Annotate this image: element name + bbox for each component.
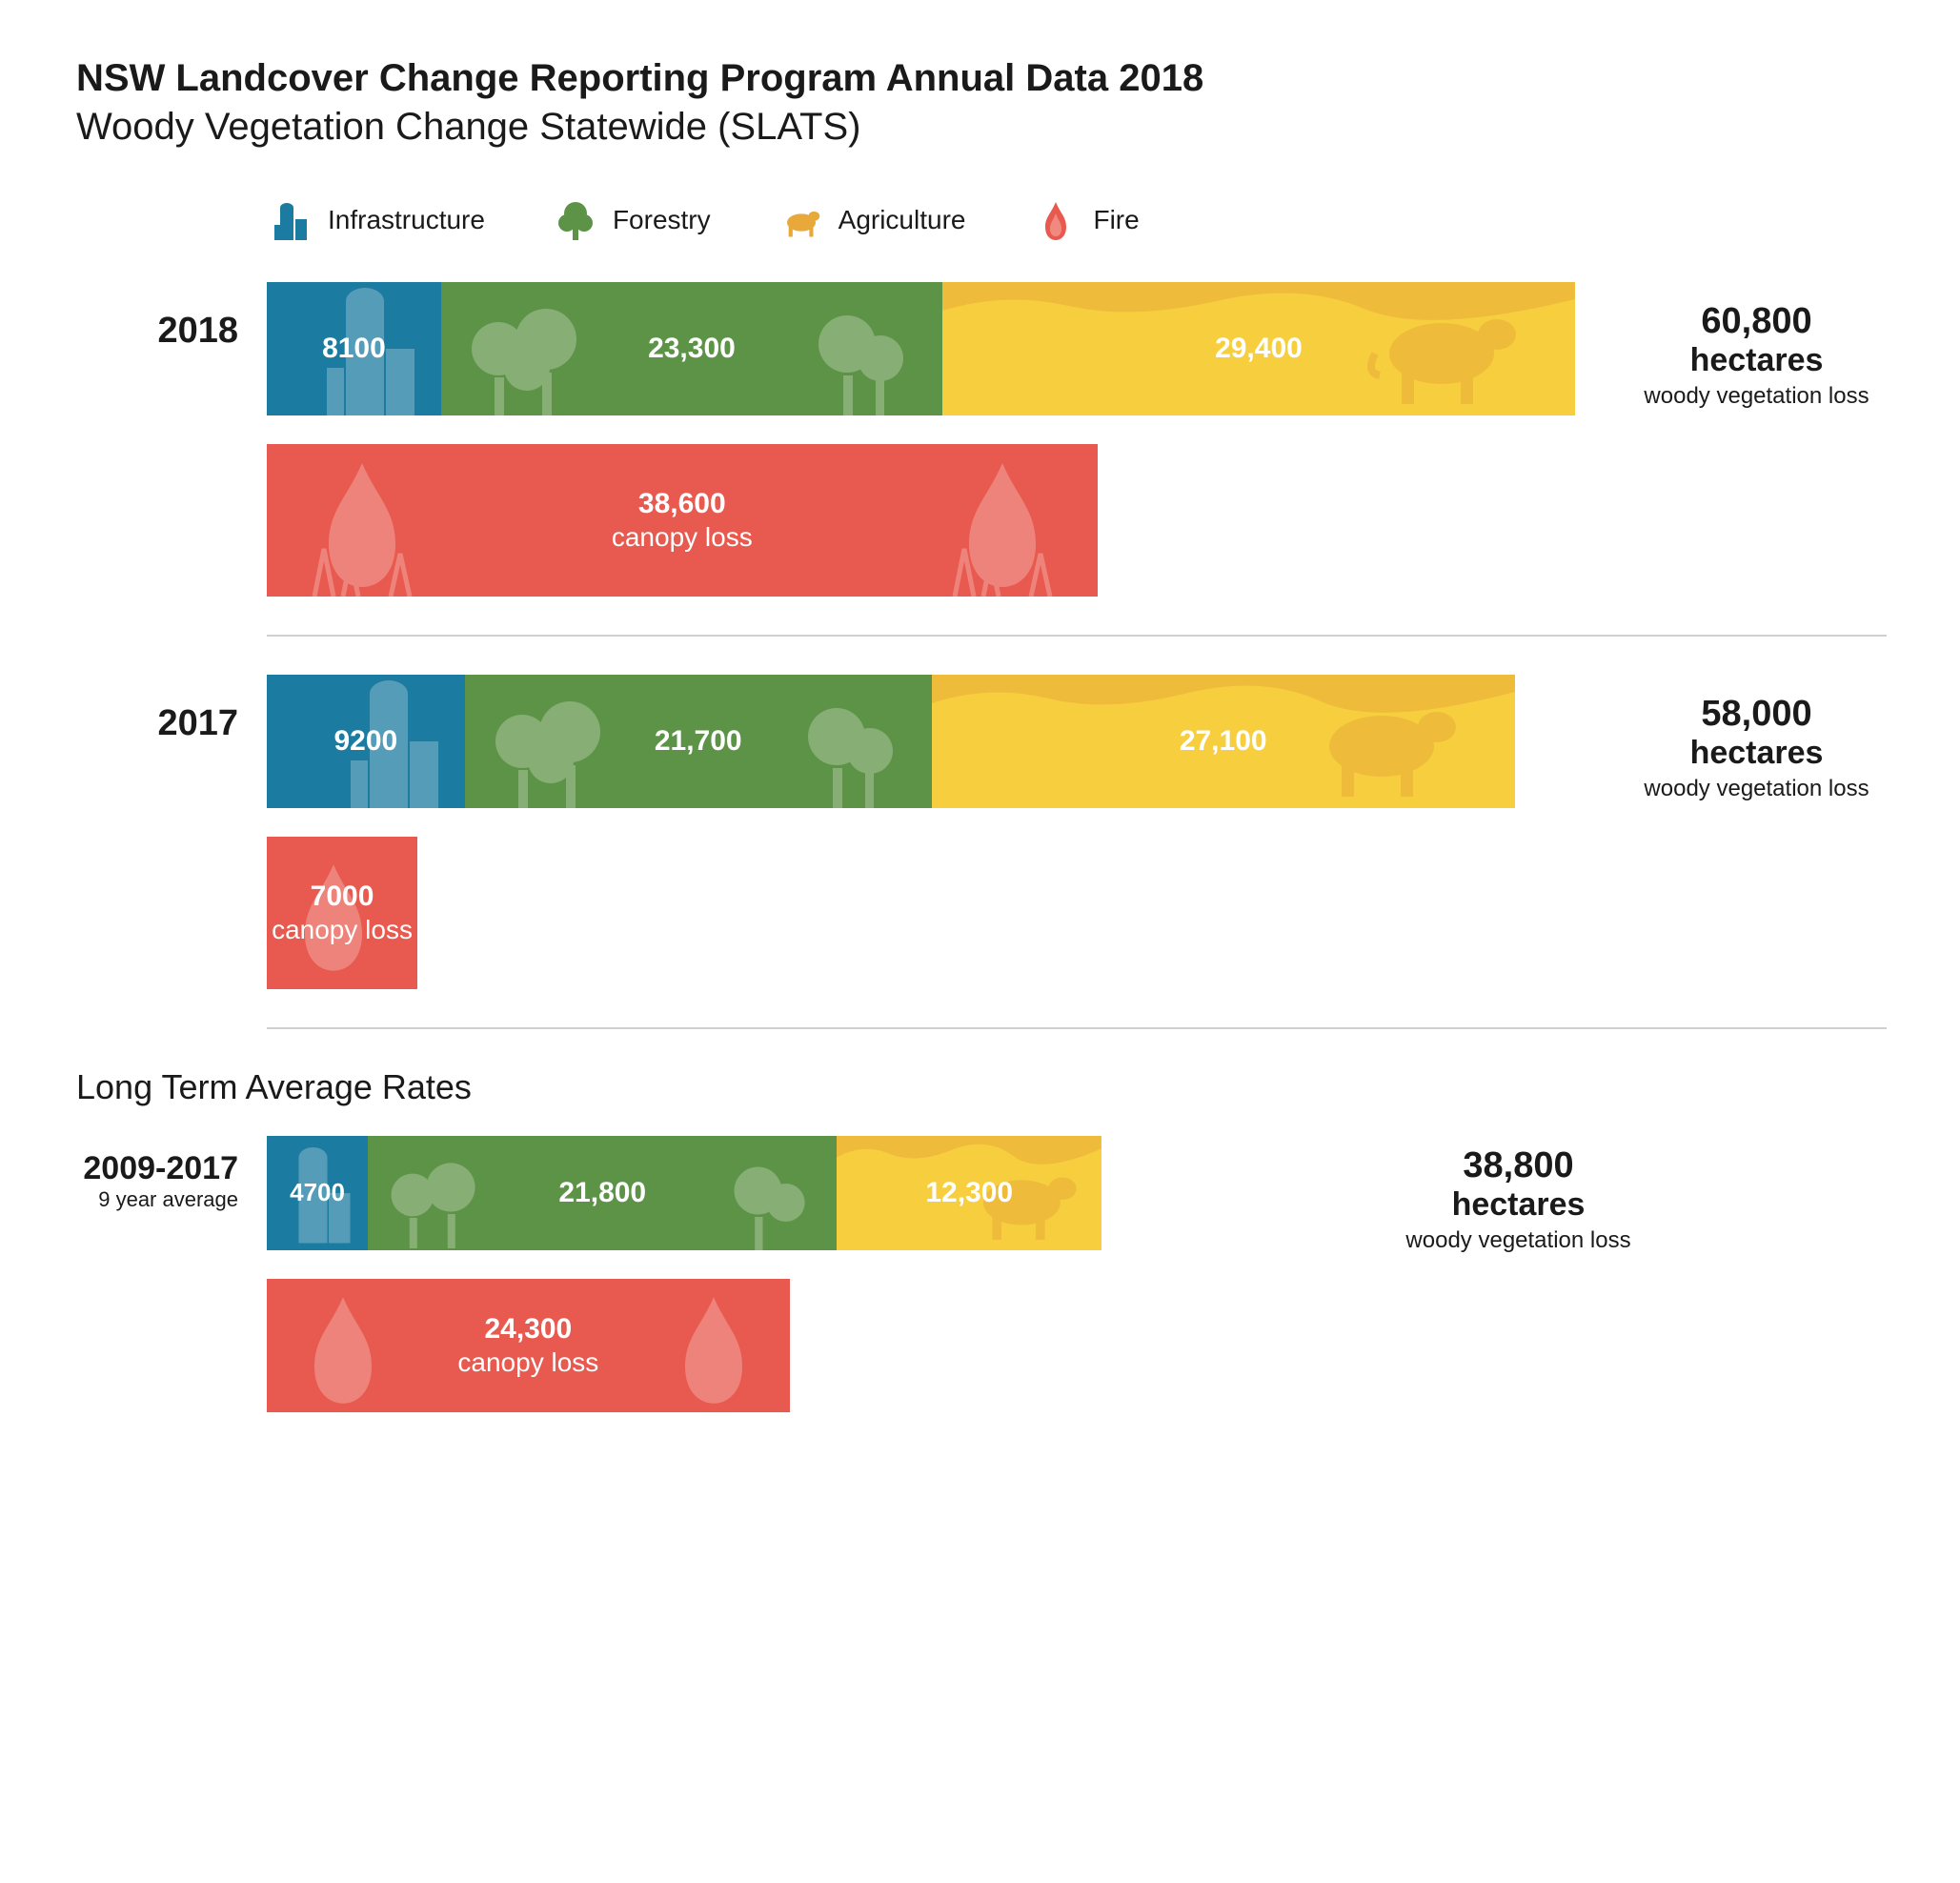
tree-icon [552,196,599,244]
total-2018-desc: woody vegetation loss [1629,383,1884,410]
row-2018: 2018 8100 23,300 [76,282,1884,597]
year-label-2017: 2017 [76,675,267,744]
row-2017: 2017 9200 21,700 [76,675,1884,989]
seg-2017-infra: 9200 [267,675,465,808]
year-2018: 2018 [76,311,238,352]
legend-forestry: Forestry [552,196,711,244]
total-avg-unit: hectares [1153,1186,1884,1224]
seg-2017-fire: 7000 canopy loss [267,837,417,989]
total-2018-unit: hectares [1629,342,1884,379]
bar-2018-fire: 38,600 canopy loss [267,444,1601,597]
bar-avg-main: 4700 21,800 12,300 [267,1136,1124,1250]
seg-2017-forestry: 21,700 [465,675,932,808]
seg-avg-infra-label: 4700 [290,1178,345,1207]
bar-2017-main: 9200 21,700 27,100 [267,675,1601,808]
seg-2017-agri-label: 27,100 [1180,724,1267,759]
seg-2017-agri: 27,100 [932,675,1515,808]
total-avg-desc: woody vegetation loss [1153,1227,1884,1254]
bar-2018-main: 8100 23,300 29,400 [267,282,1601,415]
legend-forestry-label: Forestry [613,205,711,235]
legend-agriculture-label: Agriculture [839,205,966,235]
legend-fire: Fire [1032,196,1139,244]
total-2017: 58,000 hectares woody vegetation loss [1601,675,1884,802]
title-main: NSW Landcover Change Reporting Program A… [76,57,1884,100]
seg-2018-fire-label: 38,600 canopy loss [612,487,753,554]
legend-infrastructure: Infrastructure [267,196,485,244]
legend: Infrastructure Forestry Agriculture [267,196,1884,244]
year-2017: 2017 [76,703,238,744]
legend-agriculture: Agriculture [778,196,966,244]
year-label-2018: 2018 [76,282,267,352]
total-2017-unit: hectares [1629,735,1884,772]
seg-2018-infra-label: 8100 [322,332,386,366]
year-label-avg: 2009-2017 9 year average [76,1136,267,1212]
seg-avg-infra: 4700 [267,1136,368,1250]
year-avg: 2009-2017 [76,1150,238,1187]
total-2017-desc: woody vegetation loss [1629,776,1884,802]
total-2018: 60,800 hectares woody vegetation loss [1601,282,1884,410]
total-2018-num: 60,800 [1629,301,1884,342]
silo-icon [267,196,314,244]
legend-fire-label: Fire [1093,205,1139,235]
cow-icon [778,196,825,244]
bar-2017-fire: 7000 canopy loss [267,837,1601,989]
fire-icon [1032,196,1080,244]
divider [267,1027,1887,1029]
seg-avg-forestry-label: 21,800 [558,1176,646,1210]
seg-2018-infra: 8100 [267,282,441,415]
seg-2018-forestry-label: 23,300 [648,332,736,366]
title-sub: Woody Vegetation Change Statewide (SLATS… [76,106,1884,149]
seg-avg-fire: 24,300 canopy loss [267,1279,790,1412]
seg-avg-fire-label: 24,300 canopy loss [457,1312,598,1379]
divider [267,635,1887,637]
bar-avg-fire: 24,300 canopy loss [267,1279,1124,1412]
seg-2018-agri-label: 29,400 [1215,332,1303,366]
seg-2017-fire-label: 7000 canopy loss [272,880,413,946]
total-avg: 38,800 hectares woody vegetation loss [1124,1136,1884,1254]
seg-2018-forestry: 23,300 [441,282,942,415]
legend-infrastructure-label: Infrastructure [328,205,485,235]
seg-2017-forestry-label: 21,700 [655,724,742,759]
seg-avg-forestry: 21,800 [368,1136,837,1250]
row-avg: 2009-2017 9 year average 4700 21,800 [76,1136,1884,1412]
seg-avg-agri: 12,300 [837,1136,1101,1250]
seg-avg-agri-label: 12,300 [925,1176,1013,1210]
seg-2018-fire: 38,600 canopy loss [267,444,1098,597]
seg-2018-agri: 29,400 [942,282,1575,415]
total-2017-num: 58,000 [1629,694,1884,735]
seg-2017-infra-label: 9200 [333,724,397,759]
longterm-title: Long Term Average Rates [76,1067,1884,1107]
year-avg-sub: 9 year average [76,1187,238,1212]
total-avg-num: 38,800 [1153,1145,1884,1186]
